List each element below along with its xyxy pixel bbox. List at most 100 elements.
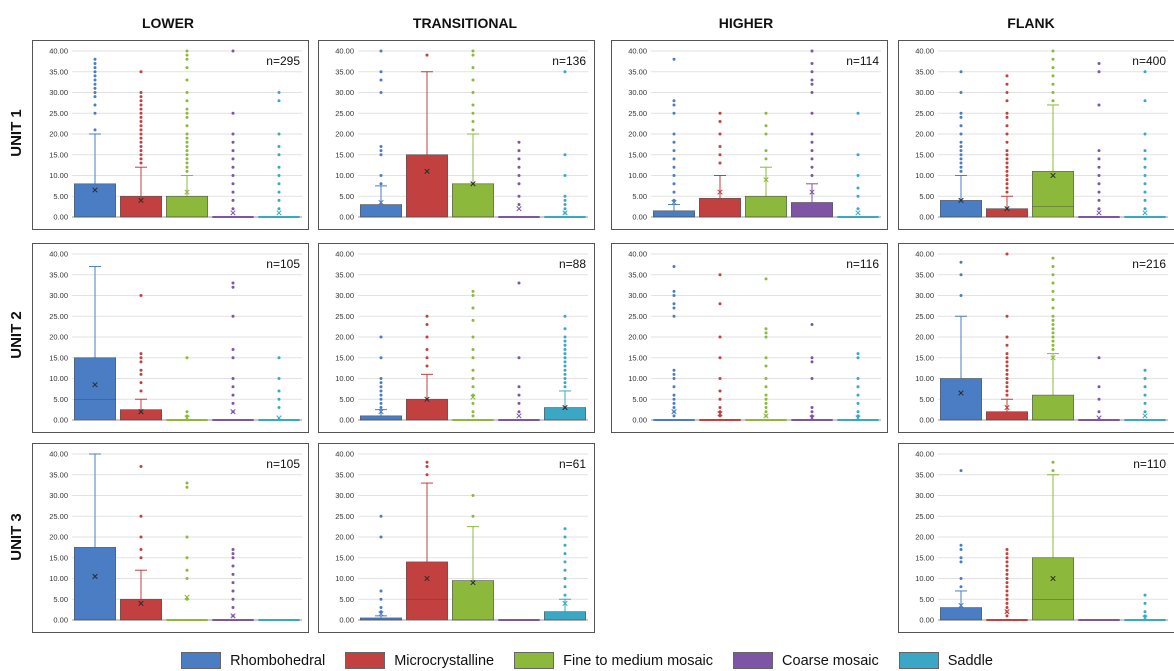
mean-marker — [92, 382, 98, 388]
y-tick-label: 40.00 — [335, 250, 354, 259]
legend-item-fine-to-medium-mosaic: Fine to medium mosaic — [514, 652, 713, 669]
box-body — [73, 357, 117, 421]
outlier-point — [277, 182, 281, 186]
outlier-point — [139, 107, 143, 111]
outlier-point — [471, 410, 475, 414]
outlier-point — [718, 389, 722, 393]
outlier-point — [185, 169, 189, 173]
outlier-point — [471, 401, 475, 405]
outlier-point — [231, 552, 235, 556]
outlier-point — [185, 157, 189, 161]
y-tick-label: 40.00 — [628, 250, 647, 259]
outlier-point — [1051, 335, 1055, 339]
box-coarse-mosaic — [791, 49, 834, 218]
y-tick-label: 40.00 — [915, 450, 934, 459]
outlier-point — [1005, 389, 1009, 393]
legend-swatch-coarse-mosaic — [733, 652, 774, 669]
outlier-point — [185, 49, 189, 53]
outlier-point — [959, 560, 963, 564]
outlier-point — [277, 198, 281, 202]
outlier-point — [277, 397, 281, 401]
outlier-point — [1005, 581, 1009, 585]
outlier-point — [1005, 335, 1009, 339]
outlier-point — [1051, 318, 1055, 322]
outlier-point — [379, 356, 383, 360]
outlier-point — [517, 165, 521, 169]
outlier-point — [1143, 132, 1147, 136]
box-rhombohedral — [73, 57, 117, 218]
outlier-point — [1051, 314, 1055, 318]
outlier-point — [810, 149, 814, 153]
outlier-point — [672, 302, 676, 306]
outlier-point — [139, 157, 143, 161]
outlier-point — [139, 111, 143, 115]
outlier-point — [139, 547, 143, 551]
sample-count-label: n=110 — [1133, 457, 1166, 471]
mean-marker — [184, 415, 190, 421]
panel-unit-1-flank: 0.00 5.00 10.00 15.00 20.00 25.00 30.00 35.00 40… — [898, 40, 1174, 230]
mean-marker — [1142, 413, 1148, 419]
legend-item-saddle: Saddle — [898, 652, 993, 669]
sample-count-label: n=105 — [266, 257, 300, 271]
y-tick-label: 5.00 — [632, 395, 647, 404]
outlier-point — [1005, 252, 1009, 256]
outlier-point — [139, 144, 143, 148]
panel-unit-2-lower: 0.00 5.00 10.00 15.00 20.00 25.00 30.00 35.00 40… — [32, 243, 309, 433]
outlier-point — [1005, 614, 1009, 618]
y-tick-label: 0.00 — [53, 213, 68, 222]
outlier-point — [1005, 564, 1009, 568]
outlier-point — [563, 343, 567, 347]
box-body — [1032, 171, 1075, 218]
outlier-point — [231, 182, 235, 186]
mean-marker — [470, 394, 476, 400]
box-body — [986, 411, 1029, 421]
mean-marker — [230, 210, 236, 216]
outlier-point — [185, 107, 189, 111]
outlier-point — [185, 556, 189, 560]
legend-label-saddle: Saddle — [947, 652, 993, 669]
box-body — [120, 195, 163, 218]
y-tick-label: 0.00 — [919, 616, 934, 625]
box-saddle — [258, 356, 300, 421]
outlier-point — [764, 364, 768, 368]
y-tick-label: 10.00 — [335, 374, 354, 383]
outlier-point — [1143, 593, 1147, 597]
outlier-point — [718, 273, 722, 277]
outlier-point — [231, 589, 235, 593]
outlier-point — [471, 294, 475, 297]
outlier-point — [810, 82, 814, 86]
outlier-point — [139, 360, 143, 364]
box-rhombohedral — [653, 264, 695, 421]
row-title-unit-2: UNIT 2 — [8, 311, 25, 359]
y-tick-label: 0.00 — [339, 416, 354, 425]
y-tick-label: 35.00 — [628, 67, 647, 76]
box-microcrystalline — [120, 70, 163, 218]
box-microcrystalline — [986, 74, 1029, 218]
outlier-point — [517, 140, 521, 144]
outlier-point — [517, 194, 521, 198]
box-saddle — [544, 527, 587, 621]
box-body — [1032, 557, 1075, 621]
outlier-point — [277, 406, 281, 410]
outlier-point — [959, 161, 963, 165]
outlier-point — [764, 401, 768, 405]
box-body — [406, 561, 449, 621]
outlier-point — [810, 323, 814, 327]
outlier-point — [231, 111, 235, 115]
outlier-point — [764, 406, 768, 410]
y-tick-label: 20.00 — [915, 130, 934, 139]
y-tick-label: 15.00 — [915, 150, 934, 159]
box-fine-to-medium-mosaic — [1032, 460, 1075, 621]
outlier-point — [425, 347, 429, 351]
y-tick-label: 10.00 — [335, 171, 354, 180]
mean-marker — [378, 199, 384, 206]
mean-marker — [516, 413, 522, 419]
panel-unit-1-transitional: 0.00 5.00 10.00 15.00 20.00 25.00 30.00 35.00 40… — [318, 40, 595, 230]
box-body — [406, 398, 449, 421]
outlier-point — [1097, 356, 1101, 360]
outlier-point — [1005, 74, 1009, 78]
outlier-point — [93, 70, 97, 74]
panel-unit-1-lower: 0.00 5.00 10.00 15.00 20.00 25.00 30.00 35.00 40… — [32, 40, 309, 230]
outlier-point — [139, 128, 143, 132]
outlier-point — [185, 124, 189, 128]
